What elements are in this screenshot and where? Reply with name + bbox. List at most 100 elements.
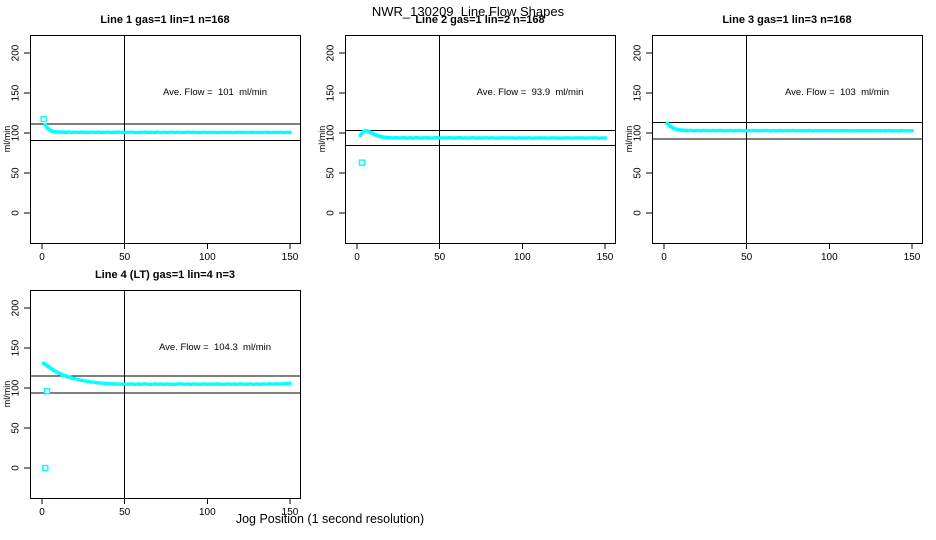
data-point bbox=[228, 130, 233, 135]
plot-area-line-2: 0 50 100 150 200 0 50 100 150 bbox=[326, 35, 616, 263]
data-point bbox=[182, 382, 186, 386]
x-tick-label: 150 bbox=[282, 252, 299, 263]
y-tick-label: 100 bbox=[326, 124, 337, 141]
data-point bbox=[507, 136, 511, 140]
data-point bbox=[139, 130, 143, 134]
data-point bbox=[797, 128, 802, 133]
data-point bbox=[893, 129, 898, 133]
data-point bbox=[718, 128, 722, 133]
data-point bbox=[218, 130, 223, 135]
data-point bbox=[248, 130, 252, 134]
data-point bbox=[424, 136, 429, 140]
data-point bbox=[119, 382, 124, 386]
data-point bbox=[854, 129, 858, 133]
data-point bbox=[834, 128, 838, 133]
data-point bbox=[817, 129, 822, 133]
data-point bbox=[811, 129, 815, 133]
data-point bbox=[149, 130, 153, 134]
page-title: NWR_130209 Line Flow Shapes bbox=[371, 4, 565, 19]
x-tick-label: 0 bbox=[39, 507, 45, 518]
data-point bbox=[70, 130, 74, 135]
data-point bbox=[218, 382, 223, 386]
data-point bbox=[288, 130, 292, 135]
panel-line-4: 0 50 100 150 200 0 50 100 150 Line 4 (LT) gas=1 … bbox=[0, 260, 308, 520]
data-point bbox=[235, 130, 239, 134]
data-point bbox=[232, 130, 236, 135]
data-point bbox=[837, 129, 841, 133]
data-point bbox=[271, 382, 276, 386]
data-point bbox=[113, 382, 117, 386]
data-point bbox=[471, 136, 475, 140]
data-point bbox=[265, 382, 269, 386]
data-point bbox=[860, 129, 865, 133]
data-point bbox=[106, 381, 110, 386]
data-point bbox=[192, 130, 196, 134]
x-tick-label: 150 bbox=[597, 252, 614, 263]
data-point bbox=[580, 136, 584, 140]
data-point bbox=[388, 136, 392, 140]
data-point bbox=[873, 129, 878, 133]
data-point bbox=[275, 382, 279, 386]
data-point bbox=[510, 136, 515, 140]
y-tick-label: 0 bbox=[633, 210, 644, 216]
data-point bbox=[225, 382, 229, 386]
ave-flow-annotation: Ave. Flow = 93.9 ml/min bbox=[476, 87, 584, 98]
plot-box bbox=[345, 35, 616, 244]
data-point bbox=[142, 382, 147, 386]
data-point bbox=[99, 130, 104, 135]
data-point bbox=[801, 129, 805, 133]
data-point bbox=[142, 130, 147, 134]
data-point bbox=[490, 136, 495, 140]
ave-flow-annotation: Ave. Flow = 104.3 ml/min bbox=[158, 342, 272, 353]
data-point bbox=[202, 130, 206, 134]
data-point bbox=[751, 128, 755, 133]
y-tick-label: 200 bbox=[11, 299, 22, 316]
data-point bbox=[557, 136, 561, 140]
data-point bbox=[672, 126, 676, 131]
x-axis-label: Jog Position (1 second resolution) bbox=[235, 512, 425, 526]
y-tick-label: 150 bbox=[326, 84, 337, 101]
data-point bbox=[179, 130, 183, 135]
data-point bbox=[116, 130, 120, 134]
data-point bbox=[238, 130, 243, 135]
data-point bbox=[517, 136, 521, 140]
data-point bbox=[182, 130, 186, 135]
data-point bbox=[71, 376, 76, 381]
data-point bbox=[189, 382, 193, 386]
data-point bbox=[172, 382, 176, 386]
data-point bbox=[500, 136, 505, 140]
data-point bbox=[540, 136, 544, 140]
data-point bbox=[281, 130, 286, 135]
data-point bbox=[573, 136, 577, 140]
data-point bbox=[205, 382, 209, 386]
data-point bbox=[431, 136, 435, 140]
data-point bbox=[162, 382, 166, 386]
data-point bbox=[103, 130, 107, 134]
x-tick-label: 150 bbox=[282, 507, 299, 518]
data-point bbox=[361, 129, 366, 134]
data-point bbox=[83, 130, 87, 134]
data-point bbox=[474, 136, 478, 140]
data-point bbox=[255, 130, 259, 135]
data-point bbox=[73, 130, 77, 134]
data-point bbox=[245, 130, 249, 135]
data-point bbox=[464, 136, 468, 140]
data-point bbox=[870, 128, 874, 133]
data-point bbox=[840, 129, 845, 133]
data-point bbox=[481, 136, 485, 140]
data-point bbox=[99, 381, 104, 385]
data-point bbox=[73, 377, 77, 381]
data-point bbox=[255, 382, 259, 386]
data-point bbox=[768, 129, 772, 133]
data-point bbox=[461, 136, 465, 140]
data-point bbox=[192, 382, 196, 386]
data-point bbox=[199, 382, 203, 386]
data-point bbox=[222, 382, 226, 386]
data-point bbox=[665, 121, 669, 126]
y-tick-label: 150 bbox=[11, 339, 22, 356]
y-tick-label: 200 bbox=[11, 44, 22, 61]
data-point bbox=[195, 130, 200, 135]
data-point bbox=[242, 382, 246, 386]
data-point bbox=[705, 128, 709, 133]
data-point bbox=[375, 133, 379, 137]
